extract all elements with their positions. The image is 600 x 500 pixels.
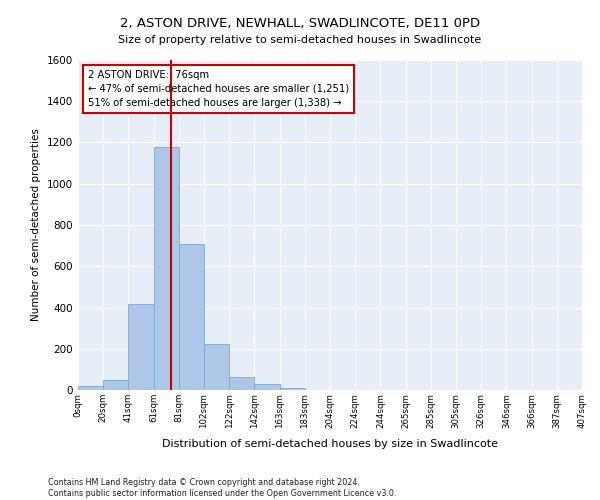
Bar xyxy=(128,304,154,390)
Y-axis label: Number of semi-detached properties: Number of semi-detached properties xyxy=(31,128,41,322)
Bar xyxy=(154,146,179,390)
Bar xyxy=(179,244,204,390)
Bar xyxy=(103,380,128,390)
Bar xyxy=(78,386,103,390)
Bar xyxy=(229,376,254,390)
Text: 2, ASTON DRIVE, NEWHALL, SWADLINCOTE, DE11 0PD: 2, ASTON DRIVE, NEWHALL, SWADLINCOTE, DE… xyxy=(120,18,480,30)
Bar xyxy=(204,344,229,390)
Bar xyxy=(280,388,305,390)
Text: Contains HM Land Registry data © Crown copyright and database right 2024.
Contai: Contains HM Land Registry data © Crown c… xyxy=(48,478,397,498)
Text: Size of property relative to semi-detached houses in Swadlincote: Size of property relative to semi-detach… xyxy=(118,35,482,45)
X-axis label: Distribution of semi-detached houses by size in Swadlincote: Distribution of semi-detached houses by … xyxy=(162,439,498,449)
Text: 2 ASTON DRIVE:  76sqm
← 47% of semi-detached houses are smaller (1,251)
51% of s: 2 ASTON DRIVE: 76sqm ← 47% of semi-detac… xyxy=(88,70,349,108)
Bar xyxy=(254,384,280,390)
